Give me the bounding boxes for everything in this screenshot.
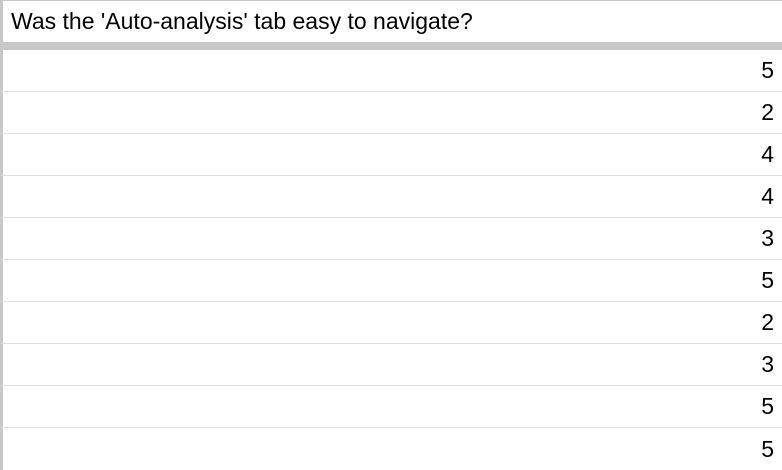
data-cell[interactable]: 4 bbox=[0, 176, 782, 218]
frozen-row-divider[interactable] bbox=[0, 42, 782, 50]
top-gridline bbox=[0, 0, 782, 1]
column-header-cell[interactable]: Was the 'Auto-analysis' tab easy to navi… bbox=[0, 1, 782, 42]
data-cell[interactable]: 5 bbox=[0, 50, 782, 92]
data-rows: 5 2 4 4 3 5 2 3 5 5 bbox=[0, 50, 782, 470]
data-cell[interactable]: 4 bbox=[0, 134, 782, 176]
data-cell[interactable]: 3 bbox=[0, 344, 782, 386]
data-cell[interactable]: 5 bbox=[0, 386, 782, 428]
data-cell[interactable]: 2 bbox=[0, 302, 782, 344]
data-cell[interactable]: 3 bbox=[0, 218, 782, 260]
data-cell[interactable]: 5 bbox=[0, 260, 782, 302]
data-cell[interactable]: 5 bbox=[0, 428, 782, 470]
data-cell[interactable]: 2 bbox=[0, 92, 782, 134]
